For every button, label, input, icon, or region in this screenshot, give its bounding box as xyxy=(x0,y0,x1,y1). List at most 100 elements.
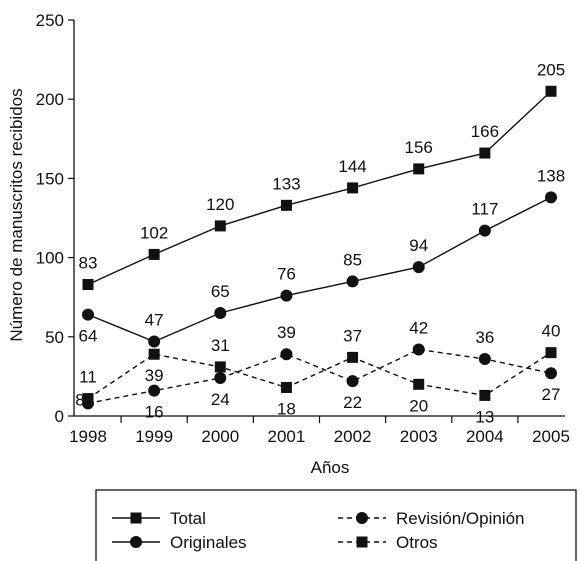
legend-label: Total xyxy=(170,509,206,528)
data-point xyxy=(545,347,557,359)
data-label: 8 xyxy=(75,390,84,409)
y-tick-label: 150 xyxy=(36,169,64,188)
x-tick-label: 2003 xyxy=(400,427,438,446)
data-point xyxy=(545,367,557,380)
legend-label: Originales xyxy=(170,533,247,552)
x-tick-label: 2001 xyxy=(268,427,306,446)
data-label: 11 xyxy=(79,368,97,387)
legend-label: Revisión/Opinión xyxy=(396,509,525,528)
legend-marker xyxy=(130,512,142,524)
data-label: 39 xyxy=(277,323,296,342)
data-label: 64 xyxy=(79,327,98,346)
series-line xyxy=(87,352,552,400)
data-label: 22 xyxy=(343,393,362,412)
x-tick-label: 2004 xyxy=(466,427,504,446)
x-axis-title: Años xyxy=(311,458,350,477)
series-otros xyxy=(82,347,557,405)
data-point xyxy=(479,147,491,159)
data-point xyxy=(214,371,227,384)
data-label: 117 xyxy=(471,200,498,219)
series-total xyxy=(82,85,557,291)
data-label: 138 xyxy=(537,166,565,185)
data-point xyxy=(412,343,425,356)
data-label: 133 xyxy=(272,174,300,193)
legend-marker xyxy=(356,512,368,524)
data-label: 13 xyxy=(475,407,494,426)
series-line xyxy=(87,90,552,286)
data-label: 65 xyxy=(211,282,230,301)
legend-item: Total xyxy=(112,509,206,528)
data-point xyxy=(478,224,491,237)
data-label: 24 xyxy=(211,390,230,409)
data-point xyxy=(545,191,557,204)
y-tick-label: 250 xyxy=(36,11,64,30)
data-label: 40 xyxy=(542,322,561,341)
series-line xyxy=(87,196,552,343)
data-point xyxy=(347,182,359,194)
data-point xyxy=(346,275,359,288)
data-label: 76 xyxy=(277,265,296,284)
data-labels: 83 102 120 133 144 156 166 205 64 47 65 76 85 94 117 13… xyxy=(75,60,565,426)
data-label: 156 xyxy=(405,138,433,157)
series-layer xyxy=(82,85,557,410)
data-label: 120 xyxy=(206,195,234,214)
legend-marker xyxy=(130,536,142,548)
legend-marker xyxy=(356,536,368,548)
data-point xyxy=(148,335,161,348)
data-point xyxy=(148,348,160,360)
x-tick-label: 1999 xyxy=(135,427,173,446)
y-tick-label: 100 xyxy=(36,249,64,268)
data-label: 39 xyxy=(145,366,164,385)
legend-label: Otros xyxy=(396,533,438,552)
legend-item: Originales xyxy=(112,533,247,552)
data-point xyxy=(148,248,160,260)
data-label: 83 xyxy=(79,254,98,273)
x-axis-ticks: 1998 1999 2000 2001 2002 2003 2004 2005 xyxy=(69,416,570,446)
y-tick-label: 50 xyxy=(45,328,64,347)
data-label: 205 xyxy=(537,60,565,79)
legend-item: Revisión/Opinión xyxy=(338,509,525,528)
data-point xyxy=(479,389,491,401)
y-axis-title: Número de manuscritos recibidos xyxy=(7,88,26,341)
y-tick-label: 200 xyxy=(36,90,64,109)
legend-box xyxy=(95,489,577,561)
data-label: 27 xyxy=(542,385,561,404)
data-point xyxy=(214,307,227,320)
data-label: 47 xyxy=(145,311,164,330)
data-point xyxy=(82,393,94,405)
data-label: 36 xyxy=(475,328,494,347)
data-point xyxy=(214,220,226,232)
data-label: 166 xyxy=(471,122,499,141)
data-point xyxy=(346,375,359,388)
legend-item: Otros xyxy=(338,533,438,552)
data-label: 85 xyxy=(343,250,362,269)
data-point xyxy=(413,163,425,175)
data-point xyxy=(148,384,161,397)
data-label: 94 xyxy=(409,236,428,255)
series-originales xyxy=(82,191,557,348)
data-point xyxy=(280,381,292,393)
data-point xyxy=(280,199,292,211)
data-point xyxy=(478,352,491,365)
data-point xyxy=(280,348,293,361)
data-point xyxy=(347,351,359,363)
x-tick-label: 2000 xyxy=(201,427,239,446)
data-label: 144 xyxy=(338,157,366,176)
y-axis-ticks: 0 50 100 150 200 250 xyxy=(36,11,74,426)
data-point xyxy=(82,308,94,321)
data-label: 42 xyxy=(409,318,428,337)
data-label: 20 xyxy=(409,396,428,415)
legend: Total Originales Revisión/Opinión Otros xyxy=(95,489,577,561)
x-tick-label: 2005 xyxy=(532,427,570,446)
data-label: 102 xyxy=(140,223,168,242)
y-tick-label: 0 xyxy=(55,407,64,426)
data-point xyxy=(545,85,557,97)
data-point xyxy=(82,279,94,291)
x-tick-label: 1998 xyxy=(69,427,107,446)
data-label: 16 xyxy=(145,403,164,422)
data-label: 18 xyxy=(277,399,296,418)
x-tick-label: 2002 xyxy=(334,427,372,446)
data-point xyxy=(412,261,425,274)
data-point xyxy=(214,361,226,373)
